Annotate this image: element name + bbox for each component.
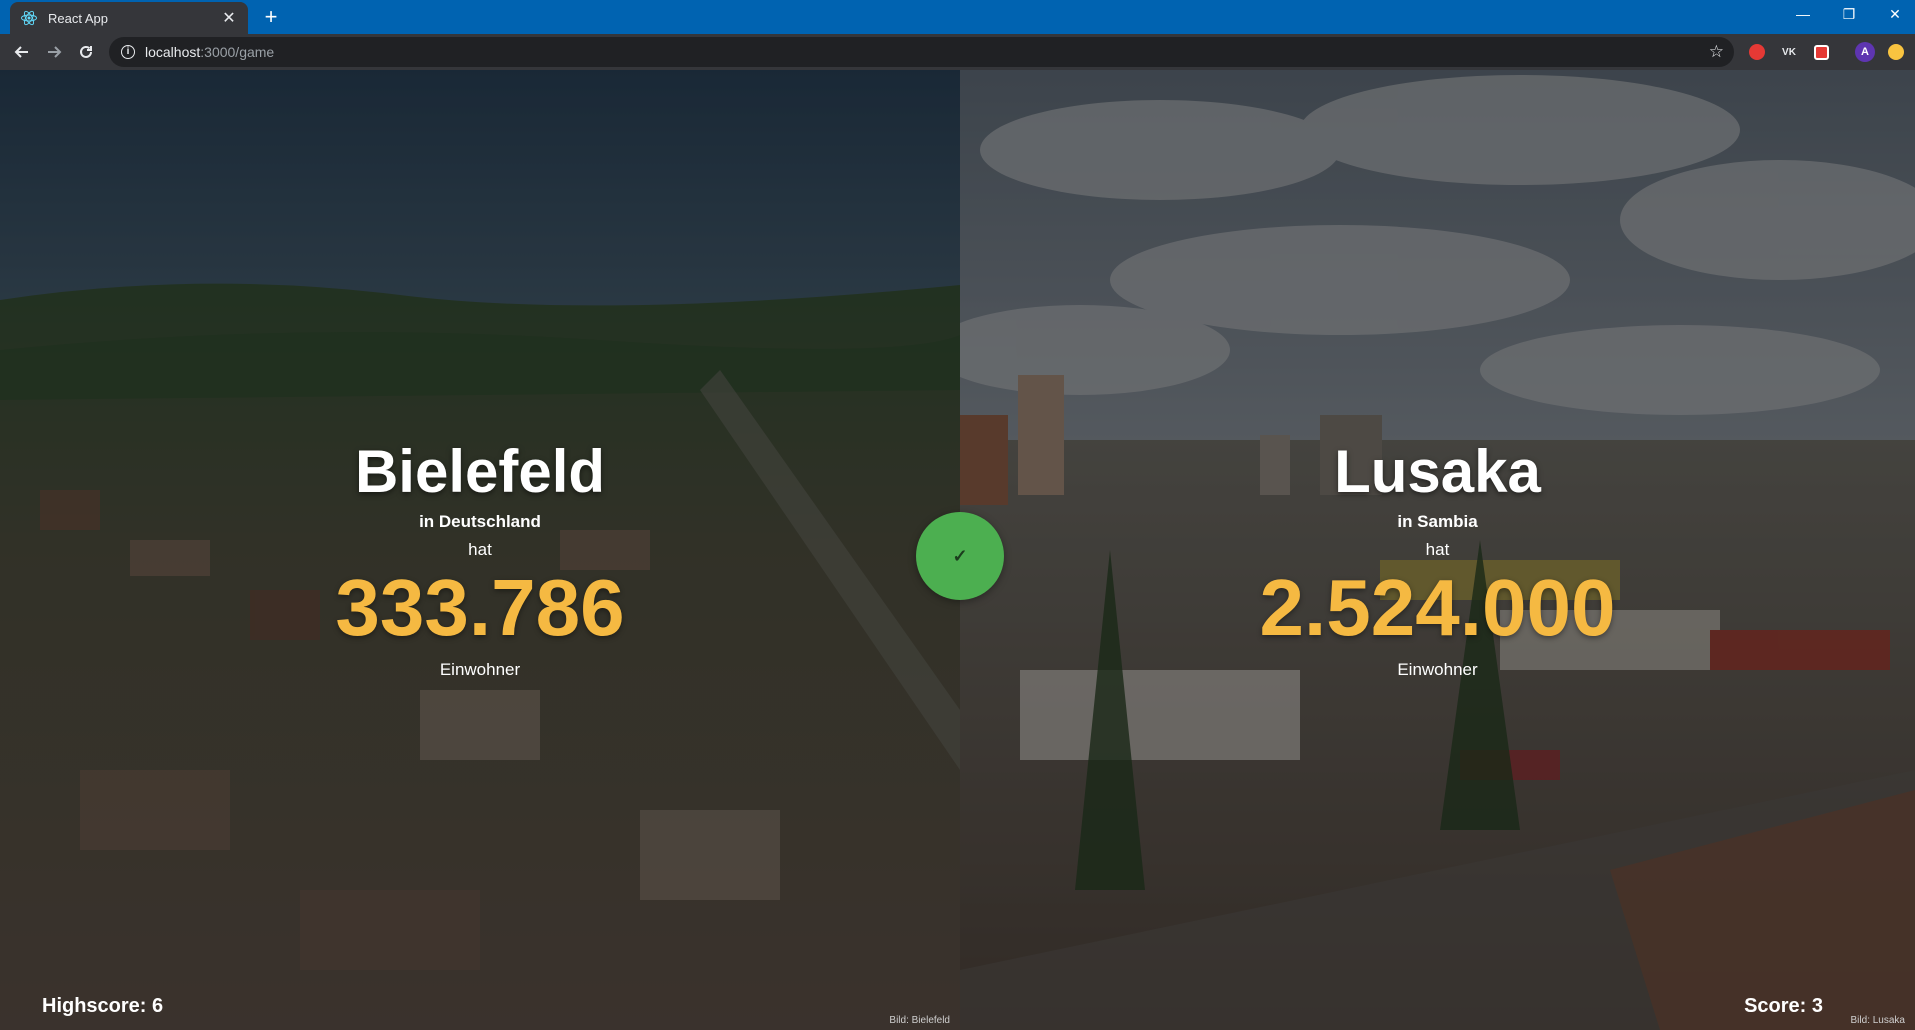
browser-tab[interactable]: React App ✕: [10, 2, 248, 34]
game-area: Bielefeld in Deutschland hat 333.786 Ein…: [0, 70, 1915, 1030]
left-population: 333.786: [335, 563, 625, 652]
city-card-right[interactable]: Lusaka in Sambia hat 2.524.000 Einwohner…: [960, 70, 1915, 1030]
restore-window-button[interactable]: ❐: [1842, 6, 1856, 22]
left-city-info: Bielefeld in Deutschland hat 333.786 Ein…: [0, 440, 960, 680]
arrow-right-icon: [48, 46, 62, 58]
address-bar[interactable]: i localhost :3000/game ☆: [109, 37, 1734, 67]
left-has-label: hat: [468, 540, 492, 559]
right-overlay: [960, 70, 1915, 1030]
profile-avatar-icon[interactable]: A: [1855, 42, 1875, 62]
right-image-credit: Bild: Lusaka: [1850, 1015, 1905, 1026]
vk-extension-icon[interactable]: VK: [1782, 46, 1796, 58]
highscore-label: Highscore: 6: [42, 995, 164, 1017]
score-label: Score: 3: [1744, 995, 1823, 1017]
left-city-country: in Deutschland: [419, 512, 541, 531]
correct-check-icon: ✓: [916, 512, 1004, 600]
tab-title: React App: [48, 10, 108, 26]
url-host: localhost: [145, 44, 201, 60]
right-has-label: hat: [1425, 540, 1450, 559]
new-tab-button[interactable]: +: [264, 4, 278, 29]
city-card-left[interactable]: Bielefeld in Deutschland hat 333.786 Ein…: [0, 70, 960, 1030]
reload-icon: [80, 45, 92, 58]
record-extension-icon[interactable]: [1747, 42, 1767, 62]
url-path: :3000/game: [200, 44, 275, 60]
right-city-info: Lusaka in Sambia hat 2.524.000 Einwohner: [960, 440, 1915, 680]
right-population: 2.524.000: [1259, 563, 1616, 652]
left-overlay: [0, 70, 960, 1030]
left-image-credit: Bild: Bielefeld: [889, 1015, 950, 1026]
left-unit-label: Einwohner: [439, 660, 521, 679]
forward-button[interactable]: [40, 38, 68, 66]
arrow-left-icon: [14, 46, 28, 58]
puzzle-extension-icon[interactable]: [1811, 42, 1831, 62]
close-window-button[interactable]: ✕: [1889, 6, 1901, 22]
info-icon[interactable]: i: [121, 45, 135, 59]
minimize-window-button[interactable]: —: [1796, 6, 1810, 22]
left-city-name: Bielefeld: [354, 438, 606, 505]
coin-extension-icon[interactable]: [1886, 42, 1906, 62]
bielefeld-photo: [0, 70, 960, 1030]
react-logo-icon: [21, 10, 37, 26]
browser-toolbar: i localhost :3000/game ☆ VK A: [0, 34, 1915, 70]
reload-button[interactable]: [72, 38, 100, 66]
browser-titlebar: React App ✕ + — ❐ ✕: [0, 0, 1915, 34]
right-city-country: in Sambia: [1397, 512, 1478, 531]
right-city-name: Lusaka: [1334, 438, 1541, 505]
bookmark-star-icon[interactable]: ☆: [1708, 42, 1724, 61]
back-button[interactable]: [8, 38, 36, 66]
close-tab-icon[interactable]: ✕: [222, 10, 236, 27]
lusaka-photo: [960, 70, 1915, 1030]
right-unit-label: Einwohner: [1397, 660, 1478, 679]
avatar-letter: A: [1855, 42, 1875, 62]
